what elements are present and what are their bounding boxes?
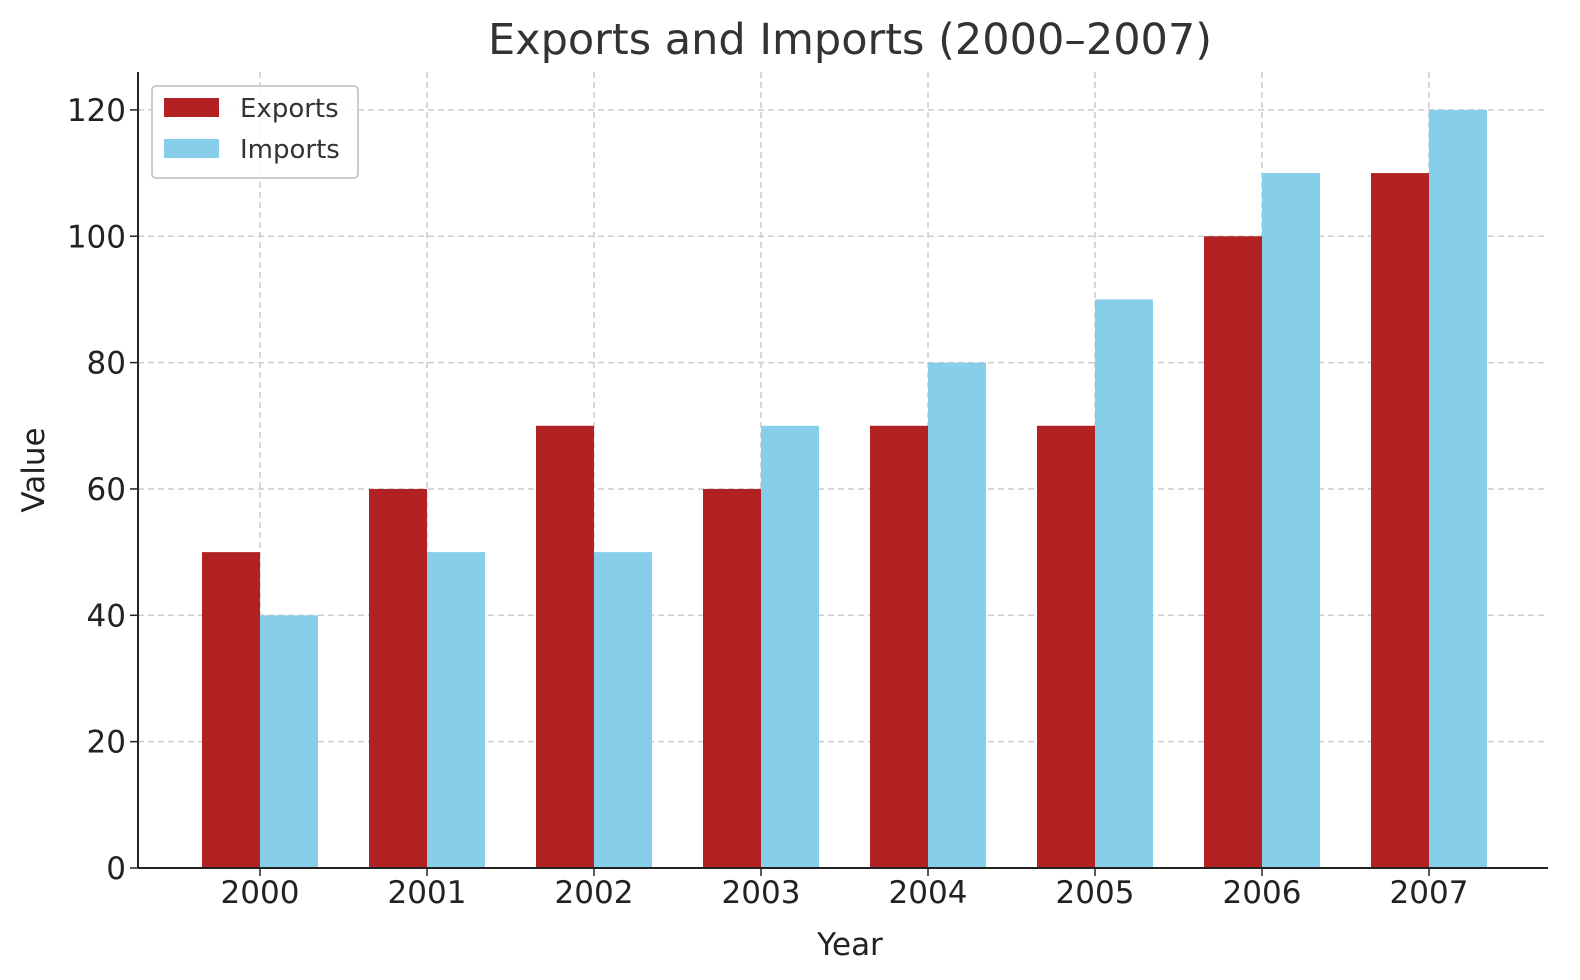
bars <box>202 109 1487 869</box>
y-tick-label: 40 <box>87 598 126 634</box>
bar-imports-2004 <box>928 362 986 868</box>
chart-title: Exports and Imports (2000–2007) <box>488 15 1212 65</box>
legend-label-imports: Imports <box>240 135 340 165</box>
y-axis-label: Value <box>16 427 52 512</box>
x-tick-label: 2004 <box>889 875 968 911</box>
y-tick-label: 0 <box>106 851 126 887</box>
bar-exports-2001 <box>369 488 427 868</box>
bar-exports-2007 <box>1371 173 1429 869</box>
bar-imports-2000 <box>260 615 318 868</box>
x-tick-label: 2002 <box>555 875 634 911</box>
bar-exports-2006 <box>1204 236 1262 868</box>
bar-imports-2003 <box>761 425 819 868</box>
bar-imports-2006 <box>1262 173 1320 869</box>
x-tick-label: 2005 <box>1056 875 1135 911</box>
x-tick-label: 2001 <box>388 875 467 911</box>
x-tick-label: 2007 <box>1390 875 1469 911</box>
bar-exports-2004 <box>870 425 928 868</box>
y-tick-labels: 0 20 40 60 80 100 120 <box>67 93 126 887</box>
legend: Exports Imports <box>151 85 359 179</box>
bar-exports-2000 <box>202 552 260 868</box>
y-tick-label: 80 <box>87 346 126 382</box>
y-tick-label: 100 <box>67 219 126 255</box>
bar-imports-2005 <box>1095 299 1153 868</box>
bar-exports-2002 <box>536 425 594 868</box>
x-axis-label: Year <box>816 927 883 963</box>
bar-exports-2003 <box>703 488 761 868</box>
y-tick-label: 120 <box>67 93 126 129</box>
bar-exports-2005 <box>1037 425 1095 868</box>
x-tick-label: 2003 <box>722 875 801 911</box>
bar-imports-2007 <box>1429 109 1487 868</box>
legend-swatch-exports <box>164 98 219 117</box>
bar-imports-2002 <box>594 552 652 868</box>
bar-imports-2001 <box>427 552 485 868</box>
legend-swatch-imports <box>164 139 219 158</box>
x-tick-label: 2000 <box>221 875 300 911</box>
x-tick-labels: 2000 2001 2002 2003 2004 2005 2006 2007 <box>221 875 1469 911</box>
legend-label-exports: Exports <box>240 94 339 124</box>
axes <box>130 72 1548 876</box>
y-tick-label: 20 <box>87 725 126 761</box>
x-tick-label: 2006 <box>1223 875 1302 911</box>
y-tick-label: 60 <box>87 472 126 508</box>
grid <box>138 72 1548 868</box>
